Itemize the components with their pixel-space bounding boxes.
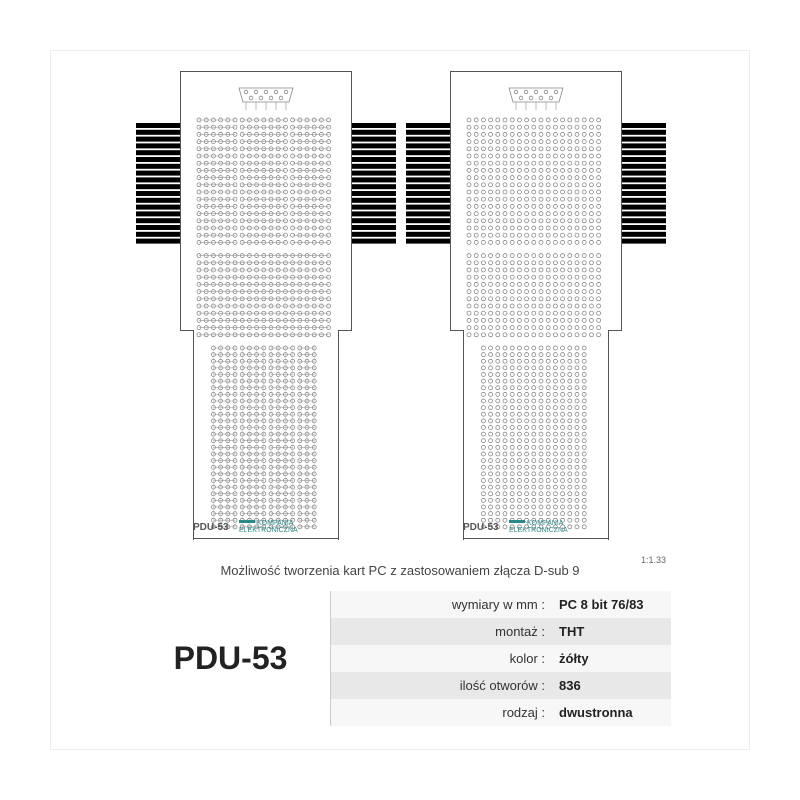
edge-fingers-right-inner [622,123,666,253]
dsub9-footprint [501,84,571,114]
pad-grid-left [195,116,339,536]
image-frame: PDU-53 KOMPANIA ELEKTRONICZNA PDU-53 KOM… [50,50,750,750]
spec-value: dwustronna [551,705,671,720]
notch [608,330,622,540]
board-right: PDU-53 KOMPANIA ELEKTRONICZNA [406,71,666,539]
notch [338,330,352,540]
brand-logo: KOMPANIA ELEKTRONICZNA [239,520,351,534]
edge-fingers-left-inner [352,123,396,253]
edge-fingers-left-outer [136,123,180,253]
spec-value: żółty [551,651,671,666]
spec-key: rodzaj : [331,705,551,720]
notch [450,330,464,540]
spec-key: ilość otworów : [331,678,551,693]
edge-fingers-right-outer [406,123,450,253]
board-label: PDU-53 [463,522,499,533]
board-diagrams: PDU-53 KOMPANIA ELEKTRONICZNA PDU-53 KOM… [136,71,666,551]
spec-row: wymiary w mm :PC 8 bit 76/83 [331,591,671,618]
spec-value: PC 8 bit 76/83 [551,597,671,612]
board-left: PDU-53 KOMPANIA ELEKTRONICZNA [136,71,396,539]
spec-row: montaż :THT [331,618,671,645]
pad-grid-right [465,116,609,536]
notch [180,330,194,540]
spec-table: wymiary w mm :PC 8 bit 76/83montaż :THTk… [331,591,671,726]
dsub9-footprint [231,84,301,114]
board-outline-right: PDU-53 KOMPANIA ELEKTRONICZNA [450,71,622,539]
spec-key: montaż : [331,624,551,639]
spec-key: kolor : [331,651,551,666]
board-outline-left: PDU-53 KOMPANIA ELEKTRONICZNA [180,71,352,539]
board-label: PDU-53 [193,522,229,533]
model-title: PDU-53 [131,591,331,726]
spec-value: 836 [551,678,671,693]
spec-panel: PDU-53 wymiary w mm :PC 8 bit 76/83monta… [131,591,671,726]
spec-key: wymiary w mm : [331,597,551,612]
spec-row: rodzaj :dwustronna [331,699,671,726]
diagram-caption: Możliwość tworzenia kart PC z zastosowan… [51,563,749,578]
spec-row: kolor :żółty [331,645,671,672]
spec-row: ilość otworów :836 [331,672,671,699]
brand-logo: KOMPANIA ELEKTRONICZNA [509,520,621,534]
spec-value: THT [551,624,671,639]
